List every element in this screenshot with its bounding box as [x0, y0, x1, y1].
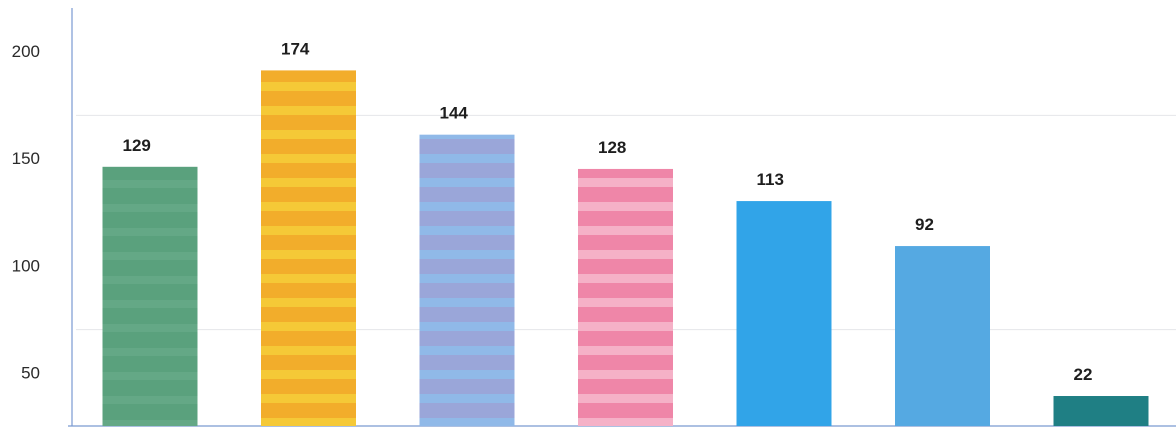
y-tick-label: 50 [21, 363, 40, 382]
y-tick-label: 200 [12, 42, 40, 61]
bar [578, 168, 673, 427]
bar [895, 246, 990, 426]
bar [419, 134, 515, 426]
bar [261, 70, 356, 426]
y-tick-label: 150 [12, 149, 40, 168]
bar-value-label: 174 [281, 39, 310, 58]
bar-value-label: 129 [123, 136, 151, 155]
bar-value-labels: 129 174 144 128 113 92 22 [123, 39, 1093, 384]
bar [1053, 396, 1149, 426]
y-tick-label: 100 [12, 256, 40, 275]
bar-value-label: 92 [915, 215, 934, 234]
bars [102, 70, 1149, 427]
bar [102, 166, 198, 426]
bar-value-label: 128 [598, 138, 626, 157]
bar-value-label: 144 [440, 104, 469, 123]
bar-value-label: 113 [757, 170, 784, 189]
bar [736, 201, 832, 426]
bar-value-label: 22 [1074, 365, 1093, 384]
